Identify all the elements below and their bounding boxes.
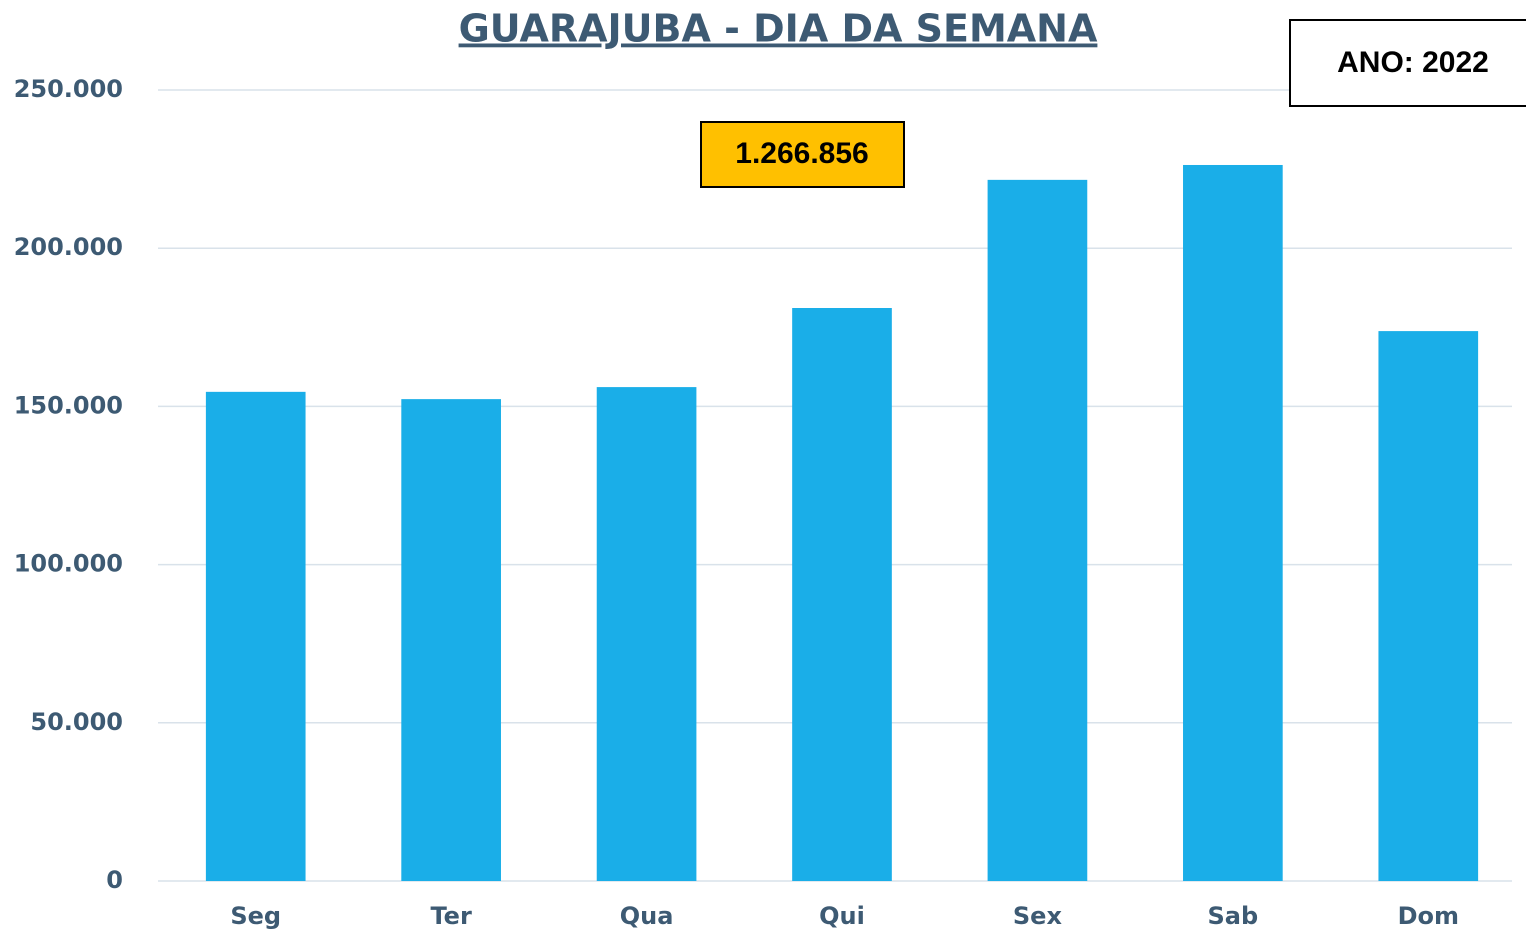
bar — [205, 391, 306, 881]
plot: 0 50.000 100.000 150.000 200.000 250.000 Seg Te… — [14, 75, 1512, 930]
total-box — [700, 121, 905, 188]
total-label: 1.266.856 — [735, 137, 868, 170]
x-tick-label: Dom — [1398, 902, 1459, 930]
y-tick-label: 100.000 — [14, 550, 123, 578]
y-tick-label: 150.000 — [14, 391, 123, 419]
bar — [987, 179, 1088, 881]
y-tick-label: 50.000 — [30, 708, 123, 736]
y-tick-label: 250.000 — [14, 75, 123, 103]
year-label: ANO: 2022 — [1337, 46, 1489, 79]
bar — [596, 387, 697, 881]
x-tick-label: Qua — [620, 902, 674, 930]
bar — [792, 307, 892, 881]
year-box — [1289, 19, 1526, 107]
x-tick-label: Sex — [1013, 902, 1063, 930]
bar — [1378, 331, 1479, 881]
bar — [1183, 164, 1283, 881]
y-tick-label: 0 — [106, 866, 123, 894]
x-tick-label: Sab — [1208, 902, 1259, 930]
x-tick-label: Seg — [230, 902, 281, 930]
chart-title: GUARAJUBA - DIA DA SEMANA — [459, 7, 1098, 51]
bar — [401, 399, 501, 881]
x-tick-label: Qui — [819, 902, 865, 930]
x-tick-label: Ter — [430, 902, 471, 930]
y-tick-label: 200.000 — [14, 233, 123, 261]
